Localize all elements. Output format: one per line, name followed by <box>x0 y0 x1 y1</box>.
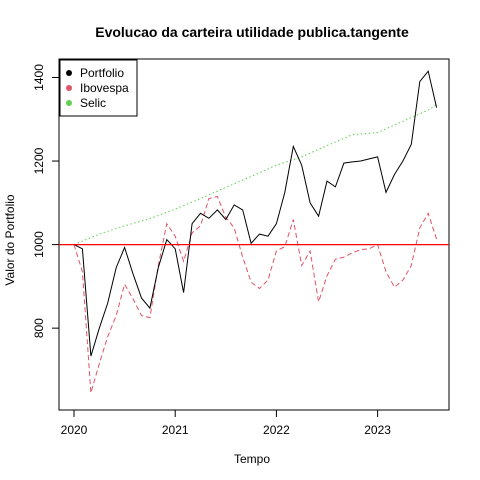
chart-title: Evolucao da carteira utilidade publica.t… <box>95 24 409 40</box>
legend-box <box>59 59 138 117</box>
y-axis-label: Valor do Portfolio <box>3 194 17 285</box>
x-tick-label: 2022 <box>263 423 290 437</box>
series-line-portfolio <box>73 70 438 357</box>
legend-label-portfolio: Portfolio <box>80 66 124 80</box>
legend-label-ibovespa: Ibovespa <box>80 81 129 95</box>
plot-area: 2020 2021 2022 2023 800 1000 1200 1400 Portfolio… <box>32 58 450 437</box>
x-tick-label: 2023 <box>364 423 391 437</box>
y-tick-label: 1200 <box>32 147 46 174</box>
x-tick-label: 2021 <box>162 423 189 437</box>
x-axis-label: Tempo <box>234 452 270 466</box>
x-tick-label: 2020 <box>61 423 88 437</box>
legend-marker-ibovespa <box>66 85 72 91</box>
y-tick-label: 1000 <box>32 231 46 258</box>
plot-frame <box>58 58 450 411</box>
legend-marker-portfolio <box>66 70 72 76</box>
legend-marker-selic <box>66 100 72 106</box>
legend-label-selic: Selic <box>80 96 106 110</box>
y-tick-label: 1400 <box>32 64 46 91</box>
y-tick-label: 800 <box>32 318 46 338</box>
series-line-ibovespa <box>73 195 438 394</box>
